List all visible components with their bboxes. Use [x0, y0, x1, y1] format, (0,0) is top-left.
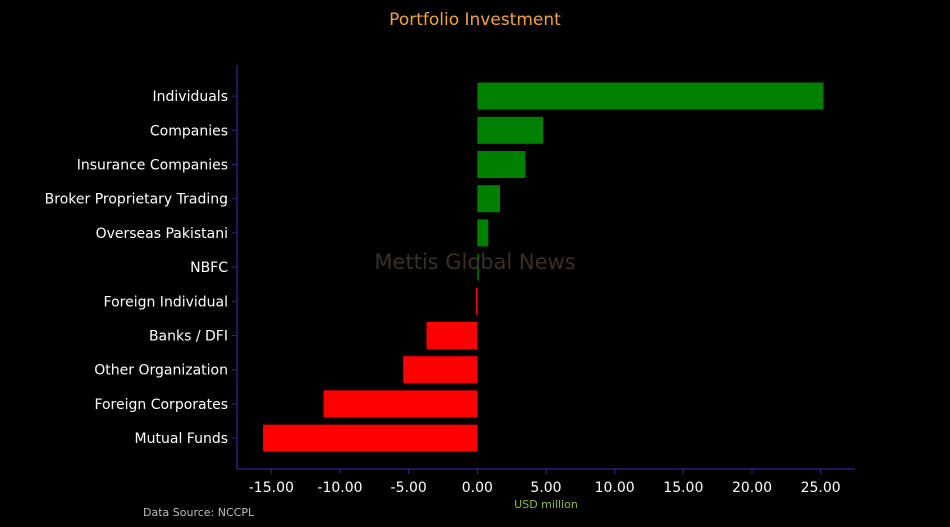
category-label: Overseas Pakistani: [96, 226, 228, 242]
x-tick-labels: -15.00 -10.00 -5.00 0.00 5.00 10.00 15.00 20.00…: [249, 469, 841, 496]
x-tick-label: 25.00: [801, 480, 841, 496]
bar-foreign-corporates: [323, 390, 478, 418]
data-source: Data Source: NCCPL: [143, 506, 255, 519]
x-tick-label: 15.00: [663, 480, 703, 496]
bar-mutual-funds: [263, 424, 478, 452]
category-label: Banks / DFI: [149, 329, 228, 345]
category-label: Foreign Individual: [104, 294, 228, 310]
x-tick-label: -15.00: [249, 480, 294, 496]
bar-nbfc: [477, 253, 479, 281]
bar-group: [263, 82, 824, 452]
x-tick-label: -10.00: [317, 480, 362, 496]
category-label: Other Organization: [94, 363, 228, 379]
category-labels: Individuals Companies Insurance Companies B…: [45, 89, 237, 447]
x-axis-label: USD million: [514, 498, 578, 511]
category-label: Companies: [150, 123, 228, 139]
chart-title: Portfolio Investment: [389, 10, 561, 30]
watermark: Mettis Global News: [374, 250, 575, 274]
bar-overseas-pakistani: [477, 219, 489, 247]
bar-individuals: [477, 82, 824, 110]
category-label: Broker Proprietary Trading: [45, 192, 228, 208]
bar-other-organization: [403, 356, 478, 384]
bar-foreign-individual: [475, 287, 478, 315]
category-label: NBFC: [190, 260, 228, 276]
x-tick-label: 5.00: [530, 480, 561, 496]
bar-insurance-companies: [477, 151, 526, 178]
bar-banks-dfi: [426, 322, 478, 349]
category-label: Mutual Funds: [135, 431, 228, 447]
x-tick-label: 10.00: [595, 480, 635, 496]
bar-companies: [477, 116, 544, 144]
x-tick-label: 20.00: [732, 480, 772, 496]
bar-broker-proprietary-trading: [477, 185, 500, 213]
x-tick-label: -5.00: [391, 480, 427, 496]
category-label: Insurance Companies: [77, 158, 228, 174]
category-label: Individuals: [153, 89, 228, 105]
category-label: Foreign Corporates: [94, 397, 228, 413]
x-tick-label: 0.00: [462, 480, 493, 496]
